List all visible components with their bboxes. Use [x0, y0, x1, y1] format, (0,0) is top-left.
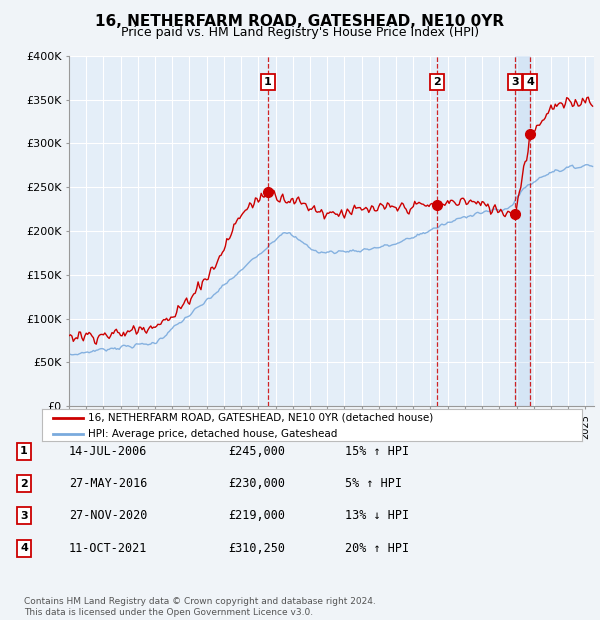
Text: Price paid vs. HM Land Registry's House Price Index (HPI): Price paid vs. HM Land Registry's House …: [121, 26, 479, 39]
Text: Contains HM Land Registry data © Crown copyright and database right 2024.
This d: Contains HM Land Registry data © Crown c…: [24, 598, 376, 617]
Text: 16, NETHERFARM ROAD, GATESHEAD, NE10 0YR (detached house): 16, NETHERFARM ROAD, GATESHEAD, NE10 0YR…: [88, 413, 433, 423]
Text: 11-OCT-2021: 11-OCT-2021: [69, 542, 148, 554]
Text: 4: 4: [20, 543, 28, 553]
Text: 3: 3: [20, 511, 28, 521]
Text: £219,000: £219,000: [228, 510, 285, 522]
Text: 20% ↑ HPI: 20% ↑ HPI: [345, 542, 409, 554]
Text: HPI: Average price, detached house, Gateshead: HPI: Average price, detached house, Gate…: [88, 429, 337, 440]
Text: £230,000: £230,000: [228, 477, 285, 490]
Text: 15% ↑ HPI: 15% ↑ HPI: [345, 445, 409, 458]
Text: 27-MAY-2016: 27-MAY-2016: [69, 477, 148, 490]
Text: 2: 2: [433, 77, 441, 87]
Text: 1: 1: [264, 77, 272, 87]
Text: 13% ↓ HPI: 13% ↓ HPI: [345, 510, 409, 522]
Text: £310,250: £310,250: [228, 542, 285, 554]
Text: 16, NETHERFARM ROAD, GATESHEAD, NE10 0YR: 16, NETHERFARM ROAD, GATESHEAD, NE10 0YR: [95, 14, 505, 29]
Text: 2: 2: [20, 479, 28, 489]
Text: 3: 3: [511, 77, 519, 87]
Text: £245,000: £245,000: [228, 445, 285, 458]
Bar: [515, 56, 530, 406]
Text: 4: 4: [526, 77, 534, 87]
Text: 14-JUL-2006: 14-JUL-2006: [69, 445, 148, 458]
Text: 5% ↑ HPI: 5% ↑ HPI: [345, 477, 402, 490]
Text: 27-NOV-2020: 27-NOV-2020: [69, 510, 148, 522]
Text: 1: 1: [20, 446, 28, 456]
